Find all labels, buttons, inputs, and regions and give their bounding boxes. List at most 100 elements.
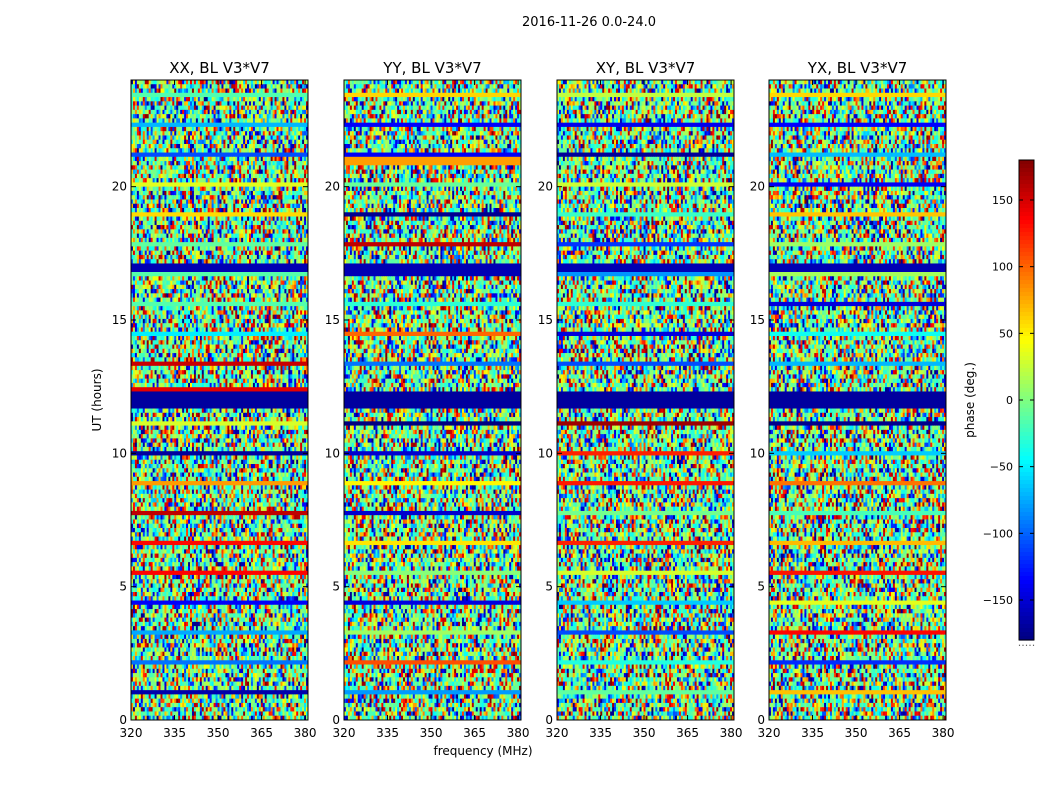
x-tick-label: 335	[163, 726, 186, 740]
colorbar-swatch	[1019, 512, 1034, 517]
y-axis-label: UT (hours)	[90, 368, 104, 431]
x-tick-label: 335	[801, 726, 824, 740]
phase-image	[131, 80, 308, 720]
colorbar-swatch	[1019, 568, 1034, 573]
colorbar-swatch	[1019, 592, 1034, 597]
colorbar-swatch	[1019, 364, 1034, 369]
colorbar-tick-label: −50	[990, 461, 1013, 474]
colorbar-swatch	[1019, 620, 1034, 625]
colorbar-swatch	[1019, 468, 1034, 473]
colorbar-swatch	[1019, 180, 1034, 185]
colorbar-swatch	[1019, 240, 1034, 245]
x-tick-label: 365	[463, 726, 486, 740]
colorbar-swatch	[1019, 280, 1034, 285]
colorbar-swatch	[1019, 360, 1034, 365]
colorbar-swatch	[1019, 396, 1034, 401]
colorbar-swatch	[1019, 260, 1034, 265]
panel-title: XX, BL V3*V7	[169, 59, 270, 77]
x-tick-label: 365	[250, 726, 273, 740]
y-tick-label: 0	[545, 713, 553, 727]
colorbar-swatch	[1019, 368, 1034, 373]
colorbar-swatch	[1019, 328, 1034, 333]
colorbar-swatch	[1019, 496, 1034, 501]
colorbar-swatch	[1019, 272, 1034, 277]
x-tick-label: 320	[120, 726, 143, 740]
colorbar-swatch	[1019, 216, 1034, 221]
colorbar-swatch	[1019, 312, 1034, 317]
colorbar-swatch	[1019, 292, 1034, 297]
colorbar-swatch	[1019, 532, 1034, 537]
phase-image	[557, 80, 734, 720]
colorbar-swatch	[1019, 452, 1034, 457]
colorbar-swatch	[1019, 460, 1034, 465]
colorbar-swatch	[1019, 636, 1034, 641]
panel-frame	[343, 79, 522, 721]
colorbar-swatch	[1019, 408, 1034, 413]
colorbar-swatch	[1019, 356, 1034, 361]
colorbar-swatch	[1019, 256, 1034, 261]
colorbar: −150 −100 −50 0 50 100 150.....	[983, 159, 1035, 649]
x-tick-label: 365	[888, 726, 911, 740]
colorbar-swatch	[1019, 596, 1034, 601]
colorbar-swatch	[1019, 536, 1034, 541]
colorbar-swatch	[1019, 388, 1034, 393]
colorbar-note: .....	[1018, 636, 1035, 649]
y-tick-label: 10	[538, 446, 553, 460]
x-tick-label: 350	[207, 726, 230, 740]
colorbar-swatch	[1019, 432, 1034, 437]
colorbar-swatch	[1019, 480, 1034, 485]
colorbar-swatch	[1019, 268, 1034, 273]
y-tick-label: 5	[545, 580, 553, 594]
colorbar-swatch	[1019, 348, 1034, 353]
colorbar-swatch	[1019, 284, 1034, 289]
colorbar-swatch	[1019, 228, 1034, 233]
colorbar-swatch	[1019, 244, 1034, 249]
panel-1: YY, BL V3*V7 320 335 350 365 380 0 5 10 15 20	[325, 59, 530, 740]
panel-title: YX, BL V3*V7	[807, 59, 908, 77]
colorbar-swatch	[1019, 548, 1034, 553]
panel-0: XX, BL V3*V7 320 335 350 365 380 0 5 10 15 20	[112, 59, 317, 740]
colorbar-swatch	[1019, 632, 1034, 637]
colorbar-swatch	[1019, 540, 1034, 545]
x-tick-label: 320	[758, 726, 781, 740]
y-tick-label: 15	[750, 313, 765, 327]
colorbar-swatch	[1019, 184, 1034, 189]
panel-frame	[768, 79, 947, 721]
colorbar-swatch	[1019, 232, 1034, 237]
colorbar-swatch	[1019, 604, 1034, 609]
colorbar-tick-label: 0	[1006, 394, 1013, 407]
colorbar-swatch	[1019, 584, 1034, 589]
colorbar-swatch	[1019, 420, 1034, 425]
colorbar-swatch	[1019, 164, 1034, 169]
colorbar-swatch	[1019, 384, 1034, 389]
colorbar-swatch	[1019, 552, 1034, 557]
colorbar-swatch	[1019, 520, 1034, 525]
colorbar-swatch	[1019, 276, 1034, 281]
colorbar-swatch	[1019, 236, 1034, 241]
colorbar-swatch	[1019, 168, 1034, 173]
colorbar-swatch	[1019, 424, 1034, 429]
colorbar-swatch	[1019, 248, 1034, 253]
x-tick-label: 380	[507, 726, 530, 740]
colorbar-swatch	[1019, 436, 1034, 441]
colorbar-swatch	[1019, 208, 1034, 213]
colorbar-swatch	[1019, 192, 1034, 197]
colorbar-swatch	[1019, 416, 1034, 421]
colorbar-swatch	[1019, 204, 1034, 209]
colorbar-label: phase (deg.)	[963, 362, 977, 438]
y-tick-label: 15	[538, 313, 553, 327]
colorbar-swatch	[1019, 472, 1034, 477]
colorbar-swatch	[1019, 492, 1034, 497]
colorbar-swatch	[1019, 464, 1034, 469]
colorbar-swatch	[1019, 524, 1034, 529]
y-tick-label: 15	[112, 313, 127, 327]
colorbar-swatch	[1019, 220, 1034, 225]
x-tick-label: 350	[845, 726, 868, 740]
colorbar-swatch	[1019, 176, 1034, 181]
y-tick-label: 20	[112, 180, 127, 194]
colorbar-swatch	[1019, 412, 1034, 417]
x-tick-label: 350	[633, 726, 656, 740]
colorbar-swatch	[1019, 224, 1034, 229]
y-tick-label: 10	[325, 446, 340, 460]
colorbar-tick-label: −150	[983, 594, 1013, 607]
